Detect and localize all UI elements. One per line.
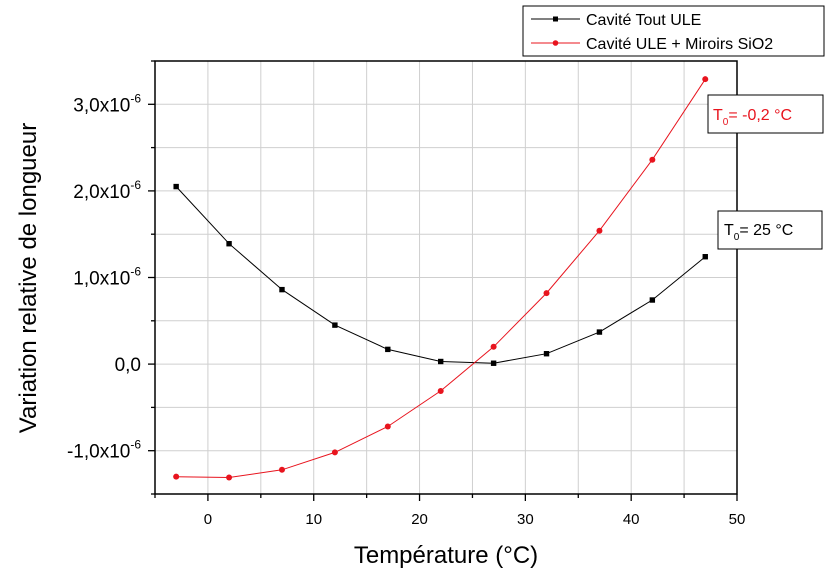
annotation-black: T0= 25 °C bbox=[718, 211, 822, 249]
x-tick-label: 0 bbox=[204, 511, 212, 528]
data-point-series-0 bbox=[650, 297, 655, 302]
y-tick-mantissa: 3,0x10 bbox=[73, 95, 130, 116]
data-point-series-0 bbox=[597, 329, 602, 334]
annotation-red: T0= -0,2 °C bbox=[708, 95, 823, 133]
data-point-series-0 bbox=[703, 254, 708, 259]
y-tick-exponent: -6 bbox=[130, 178, 141, 192]
y-tick-mantissa: 0,0 bbox=[115, 355, 141, 376]
x-tick-label: 40 bbox=[623, 511, 640, 528]
annotation-black-value: = 25 °C bbox=[739, 222, 793, 239]
y-tick-mantissa: -1,0x10 bbox=[67, 442, 130, 463]
data-point-series-1 bbox=[702, 76, 708, 82]
x-tick-label: 20 bbox=[411, 511, 428, 528]
data-point-series-0 bbox=[173, 184, 178, 189]
legend-label-series-1: Cavité ULE + Miroirs SiO2 bbox=[586, 36, 773, 53]
legend-marker-series-1 bbox=[553, 40, 559, 46]
y-tick-label: 0,0 bbox=[115, 355, 141, 376]
data-point-series-1 bbox=[226, 475, 232, 481]
y-tick-label: 3,0x10-6 bbox=[73, 91, 141, 116]
data-point-series-1 bbox=[596, 228, 602, 234]
legend-label-series-0: Cavité Tout ULE bbox=[586, 12, 701, 29]
annotation-red-base: T bbox=[713, 107, 723, 124]
x-tick-label: 10 bbox=[305, 511, 322, 528]
data-point-series-0 bbox=[385, 347, 390, 352]
annotation-red-value: = -0,2 °C bbox=[728, 107, 792, 124]
legend-marker-series-0 bbox=[553, 17, 558, 22]
data-point-series-0 bbox=[279, 287, 284, 292]
y-tick-label: -1,0x10-6 bbox=[67, 438, 141, 463]
data-point-series-1 bbox=[279, 467, 285, 473]
x-tick-label: 50 bbox=[729, 511, 746, 528]
data-point-series-0 bbox=[438, 359, 443, 364]
x-tick-label: 30 bbox=[517, 511, 534, 528]
y-tick-label: 1,0x10-6 bbox=[73, 265, 141, 290]
data-point-series-1 bbox=[544, 290, 550, 296]
x-axis-title: Température (°C) bbox=[354, 542, 538, 569]
y-tick-label: 2,0x10-6 bbox=[73, 178, 141, 203]
data-point-series-0 bbox=[544, 351, 549, 356]
data-point-series-0 bbox=[332, 322, 337, 327]
legend: Cavité Tout ULE Cavité ULE + Miroirs SiO… bbox=[523, 6, 824, 56]
annotation-black-base: T bbox=[724, 222, 734, 239]
data-point-series-0 bbox=[226, 241, 231, 246]
data-point-series-1 bbox=[649, 157, 655, 163]
y-axis-title: Variation relative de longueur bbox=[15, 123, 42, 433]
data-point-series-1 bbox=[332, 449, 338, 455]
y-tick-mantissa: 2,0x10 bbox=[73, 182, 130, 203]
y-tick-exponent: -6 bbox=[130, 91, 141, 105]
y-tick-mantissa: 1,0x10 bbox=[73, 269, 130, 290]
data-point-series-1 bbox=[491, 344, 497, 350]
y-tick-exponent: -6 bbox=[130, 265, 141, 279]
data-point-series-1 bbox=[385, 423, 391, 429]
data-point-series-1 bbox=[438, 388, 444, 394]
data-point-series-0 bbox=[491, 361, 496, 366]
y-tick-exponent: -6 bbox=[130, 438, 141, 452]
data-point-series-1 bbox=[173, 474, 179, 480]
